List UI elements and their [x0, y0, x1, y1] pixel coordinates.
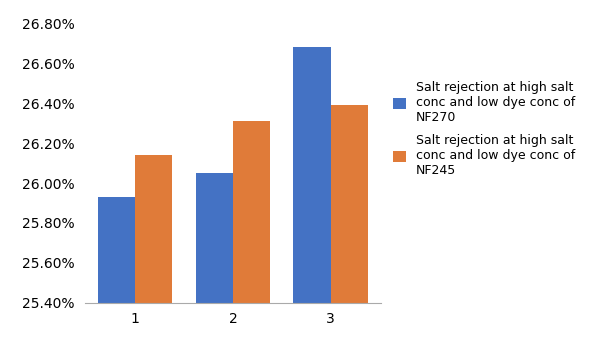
Bar	[233, 121, 270, 340]
Bar	[136, 155, 172, 340]
Bar	[98, 197, 136, 340]
Bar	[196, 173, 233, 340]
Bar	[293, 48, 330, 340]
Legend: Salt rejection at high salt
conc and low dye conc of
NF270, Salt rejection at hi: Salt rejection at high salt conc and low…	[393, 81, 575, 177]
Bar	[330, 105, 368, 340]
